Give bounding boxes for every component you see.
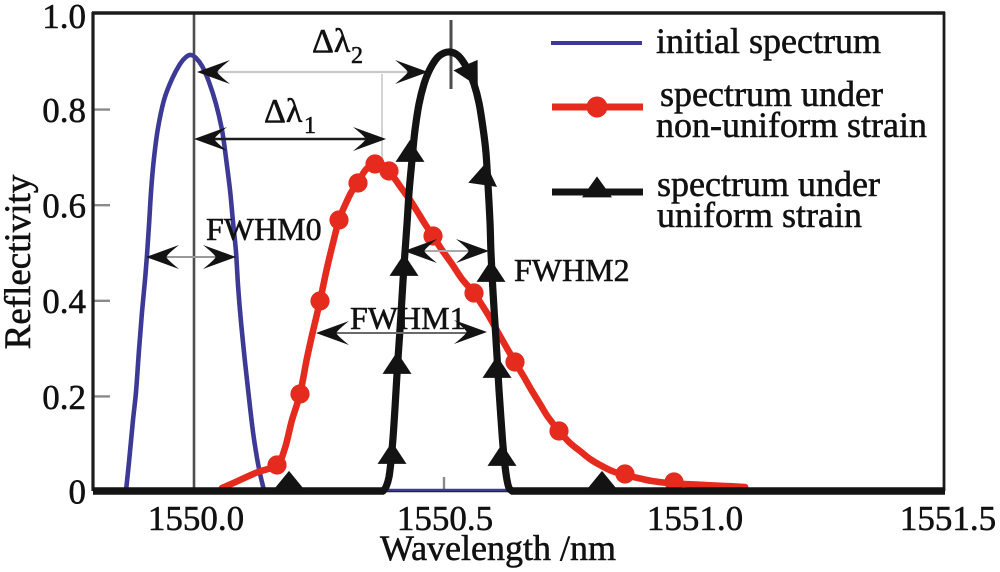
svg-text:spectrum under: spectrum under xyxy=(660,74,883,114)
svg-text:uniform strain: uniform strain xyxy=(657,195,862,235)
svg-text:1551.0: 1551.0 xyxy=(647,499,743,538)
svg-text:0.8: 0.8 xyxy=(42,91,86,130)
svg-text:initial spectrum: initial spectrum xyxy=(656,21,881,61)
svg-text:1550.5: 1550.5 xyxy=(397,499,493,538)
svg-text:0.2: 0.2 xyxy=(42,378,86,417)
svg-text:1551.5: 1551.5 xyxy=(900,499,996,538)
svg-text:0: 0 xyxy=(69,473,87,512)
svg-text:2: 2 xyxy=(351,43,363,69)
svg-text:Δλ: Δλ xyxy=(264,93,303,130)
svg-text:Δλ: Δλ xyxy=(312,23,351,60)
svg-text:1: 1 xyxy=(304,113,316,139)
svg-text:FWHM2: FWHM2 xyxy=(514,252,630,288)
svg-text:1.0: 1.0 xyxy=(42,0,86,36)
svg-text:0.4: 0.4 xyxy=(42,282,86,321)
svg-text:FWHM0: FWHM0 xyxy=(206,211,322,247)
svg-text:spectrum under: spectrum under xyxy=(657,164,880,204)
svg-text:Reflectivity: Reflectivity xyxy=(0,174,39,349)
svg-text:Wavelength /nm: Wavelength /nm xyxy=(380,528,616,568)
svg-text:1550.0: 1550.0 xyxy=(148,499,244,538)
svg-text:non-uniform strain: non-uniform strain xyxy=(656,105,927,145)
svg-text:0.6: 0.6 xyxy=(42,187,86,226)
svg-text:FWHM1: FWHM1 xyxy=(350,300,466,336)
